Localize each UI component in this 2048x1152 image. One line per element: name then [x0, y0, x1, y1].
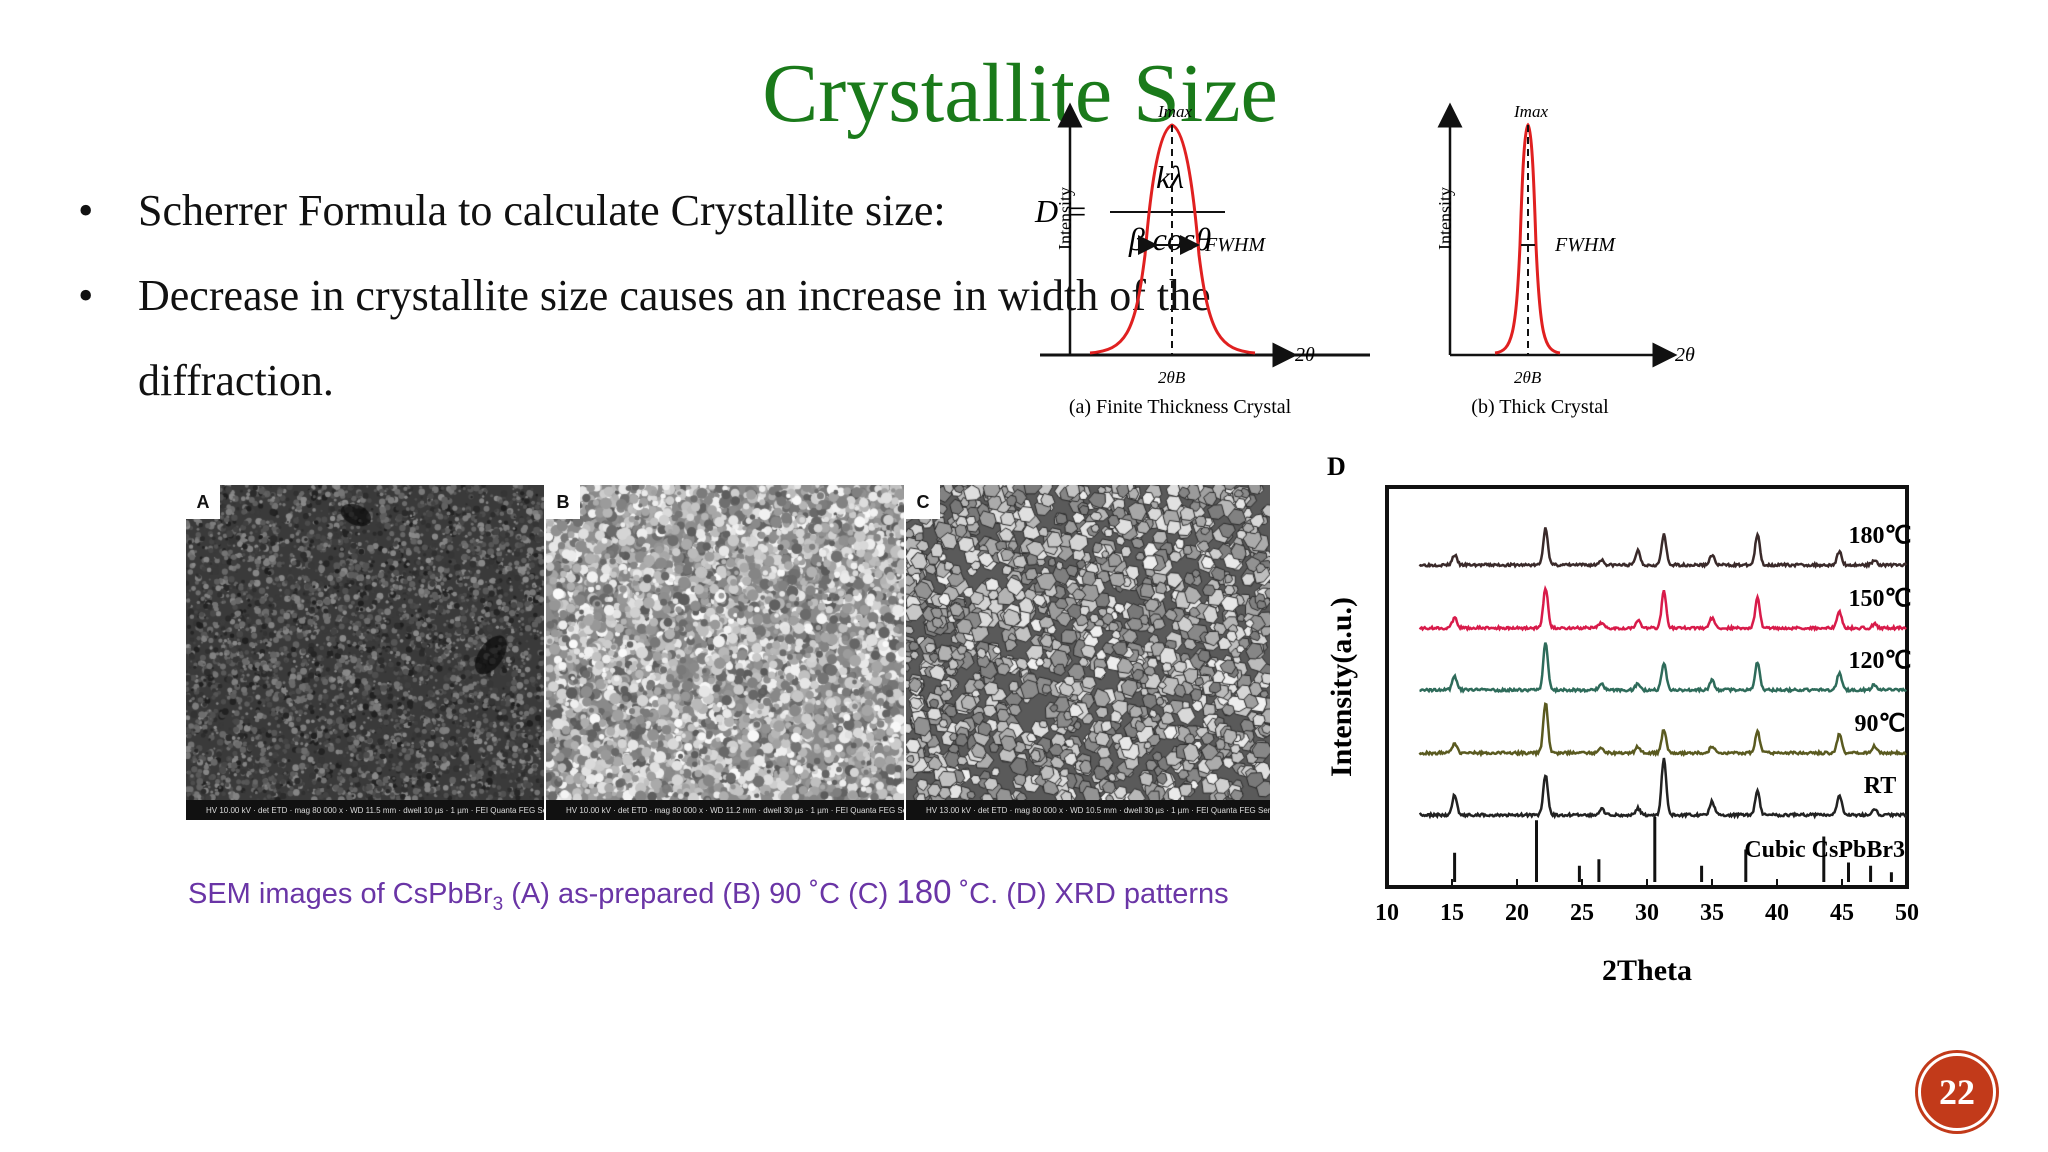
reference-label: Cubic CsPbBr3 [1744, 837, 1905, 863]
series-label: 150℃ [1849, 586, 1912, 612]
series-label: 120℃ [1849, 648, 1912, 674]
slide-title: Crystallite Size [762, 47, 1278, 140]
sem-info-bar: HV 13.00 kV · det ETD · mag 80 000 x · W… [906, 800, 1270, 820]
sem-info-bar: HV 10.00 kV · det ETD · mag 80 000 x · W… [546, 800, 904, 820]
caption-sub: 3 [492, 893, 504, 915]
xrd-series-4 [1418, 757, 1908, 820]
caption-b: (b) Thick Crystal [1471, 396, 1609, 418]
y-axis-label: Intensity(a.u.) [1325, 597, 1358, 777]
center-label: 2θB [1158, 368, 1186, 387]
caption-part2: (A) as-prepared (B) 90 ˚C (C) [503, 878, 897, 910]
xrd-ticks-group: 10 15 20 25 30 35 40 45 50 [1375, 879, 1919, 926]
xrd-series-3 [1418, 702, 1907, 758]
peak-diagrams-drawing: Intensity 2θ Imax FWHM 2θB (a) Finite Th… [1055, 102, 1695, 418]
series-label: 90℃ [1855, 711, 1906, 737]
x-tick-label: 15 [1440, 900, 1464, 926]
caption-part3: ˚C. (D) XRD patterns [951, 878, 1229, 910]
sem-label: A [186, 485, 220, 519]
diagram-b: Intensity 2θ Imax FWHM 2θB (b) Thick Cry… [1435, 102, 1695, 418]
diagram-a: Intensity 2θ Imax FWHM 2θB (a) Finite Th… [1055, 102, 1315, 418]
sem-image-c [906, 485, 1270, 800]
plot-frame [1385, 485, 1909, 889]
xrd-series-0 [1418, 527, 1908, 570]
series-label: 180℃ [1849, 523, 1912, 549]
sem-label: C [906, 485, 940, 519]
page-number-badge: 22 [1918, 1053, 1996, 1131]
x-label: 2θ [1295, 344, 1315, 366]
sem-label: B [546, 485, 580, 519]
sem-panel-b: B HV 10.00 kV · det ETD · mag 80 000 x ·… [546, 485, 904, 820]
width-label: FWHM [1204, 234, 1266, 256]
bullet-dot: • [78, 271, 94, 320]
xrd-series-2 [1419, 642, 1908, 695]
sem-caption: SEM images of CsPbBr3 (A) as-prepared (B… [188, 873, 1229, 916]
formula-lhs: D = [1034, 193, 1088, 229]
bullet-dot: • [78, 186, 94, 235]
x-tick-label: 35 [1700, 900, 1724, 926]
panel-label-d: D [1327, 452, 1346, 481]
x-tick-label: 40 [1765, 900, 1789, 926]
xrd-series-1 [1418, 585, 1907, 632]
peak-label: Imax [1513, 102, 1548, 121]
center-label: 2θB [1514, 368, 1542, 387]
bullet-text: Scherrer Formula to calculate Crystallit… [138, 186, 946, 235]
x-tick-label: 25 [1570, 900, 1594, 926]
x-tick-label: 10 [1375, 900, 1399, 926]
sem-image-b [546, 485, 904, 800]
bullet-text: Decrease in crystallite size causes an i… [138, 271, 1211, 320]
xrd-chart: D 180℃ 150℃ 120℃ 90℃ RT Cubic CsPbBr3 10 15 20 2… [1325, 452, 1919, 987]
peak-label: Imax [1157, 102, 1192, 121]
series-label: RT [1864, 773, 1897, 799]
sem-info-bar: HV 10.00 kV · det ETD · mag 80 000 x · W… [186, 800, 544, 820]
x-label: 2θ [1675, 344, 1695, 366]
bullet-text: diffraction. [138, 356, 334, 405]
x-tick-label: 45 [1830, 900, 1854, 926]
formula-numerator: kλ [1156, 159, 1184, 195]
y-label: Intensity [1435, 187, 1455, 250]
xrd-series-group: 180℃ 150℃ 120℃ 90℃ RT Cubic CsPbBr3 [1418, 523, 1912, 882]
sem-image-a [186, 485, 544, 800]
width-label: FWHM [1554, 234, 1616, 256]
sem-panel-a: A HV 10.00 kV · det ETD · mag 80 000 x ·… [186, 485, 544, 820]
caption-big: 180 [896, 873, 952, 910]
caption-a: (a) Finite Thickness Crystal [1069, 396, 1292, 418]
caption-part1: SEM images of CsPbBr [188, 878, 493, 910]
x-axis-label: 2Theta [1602, 954, 1692, 987]
x-tick-label: 30 [1635, 900, 1659, 926]
x-tick-label: 20 [1505, 900, 1529, 926]
x-tick-label: 50 [1895, 900, 1919, 926]
sem-panel-c: C HV 13.00 kV · det ETD · mag 80 000 x ·… [906, 485, 1270, 820]
y-label: Intensity [1055, 187, 1075, 250]
